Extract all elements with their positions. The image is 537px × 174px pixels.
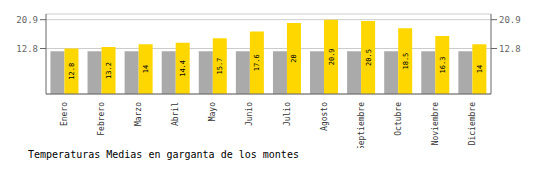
svg-text:14: 14: [476, 65, 484, 73]
svg-text:Febrero: Febrero: [97, 102, 106, 136]
svg-text:Diciembre: Diciembre: [468, 102, 477, 146]
html-text:Temperaturas Medias en gargant: Temperaturas Medias en garganta de los m…: [28, 149, 299, 160]
svg-text:Enero: Enero: [60, 102, 69, 126]
svg-text:12.8: 12.8: [68, 63, 76, 80]
svg-text:20.9: 20.9: [16, 15, 38, 25]
svg-text:Abril: Abril: [171, 102, 180, 126]
svg-text:16.3: 16.3: [439, 57, 447, 74]
svg-text:12.8: 12.8: [16, 44, 38, 54]
svg-text:Septiembre: Septiembre: [357, 102, 366, 148]
svg-text:14.4: 14.4: [179, 60, 187, 77]
svg-text:Mayo: Mayo: [208, 102, 217, 121]
svg-text:17.6: 17.6: [253, 54, 261, 71]
svg-text:Julio: Julio: [283, 102, 292, 126]
svg-text:15.7: 15.7: [216, 58, 224, 75]
svg-text:14: 14: [142, 65, 150, 73]
svg-text:Marzo: Marzo: [134, 102, 143, 126]
svg-text:20: 20: [290, 54, 298, 62]
svg-text:Agosto: Agosto: [320, 102, 329, 131]
svg-text:Noviembre: Noviembre: [431, 102, 440, 146]
svg-text:Octubre: Octubre: [394, 102, 403, 136]
svg-text:20.9: 20.9: [499, 15, 521, 25]
svg-text:20.5: 20.5: [365, 49, 373, 66]
svg-text:13.2: 13.2: [105, 62, 113, 79]
svg-text:12.8: 12.8: [499, 44, 521, 54]
svg-text:20.9: 20.9: [328, 48, 336, 65]
svg-text:Junio: Junio: [245, 102, 254, 126]
svg-text:18.5: 18.5: [402, 53, 410, 70]
